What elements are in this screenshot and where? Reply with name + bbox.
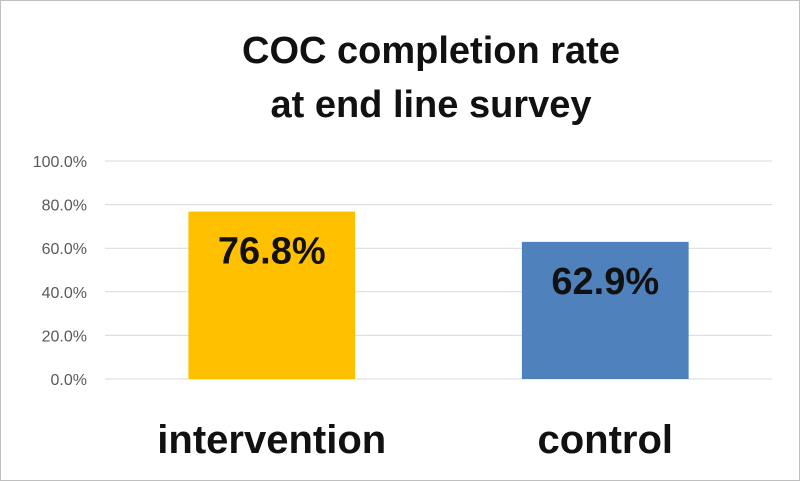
bars	[188, 211, 689, 379]
y-tick-label: 20.0%	[42, 328, 87, 345]
y-tick-label: 60.0%	[42, 241, 87, 258]
category-label-intervention: intervention	[157, 418, 386, 462]
y-tick-label: 0.0%	[51, 372, 87, 389]
chart-title-line-2: at end line survey	[270, 84, 591, 126]
y-axis-ticks: 0.0% 20.0% 40.0% 60.0% 80.0% 100.0%	[33, 154, 87, 389]
bar-intervention	[188, 211, 356, 379]
data-label-intervention: 76.8%	[218, 231, 326, 273]
x-axis-categories: intervention control	[157, 418, 673, 462]
y-tick-label: 100.0%	[33, 154, 87, 171]
y-tick-label: 40.0%	[42, 285, 87, 302]
chart-title-line-1: COC completion rate	[242, 30, 620, 72]
data-label-control: 62.9%	[551, 261, 659, 303]
bar-control	[521, 241, 689, 379]
y-tick-label: 80.0%	[42, 198, 87, 215]
data-labels: 76.8% 62.9%	[218, 231, 659, 303]
category-label-control: control	[537, 418, 673, 462]
